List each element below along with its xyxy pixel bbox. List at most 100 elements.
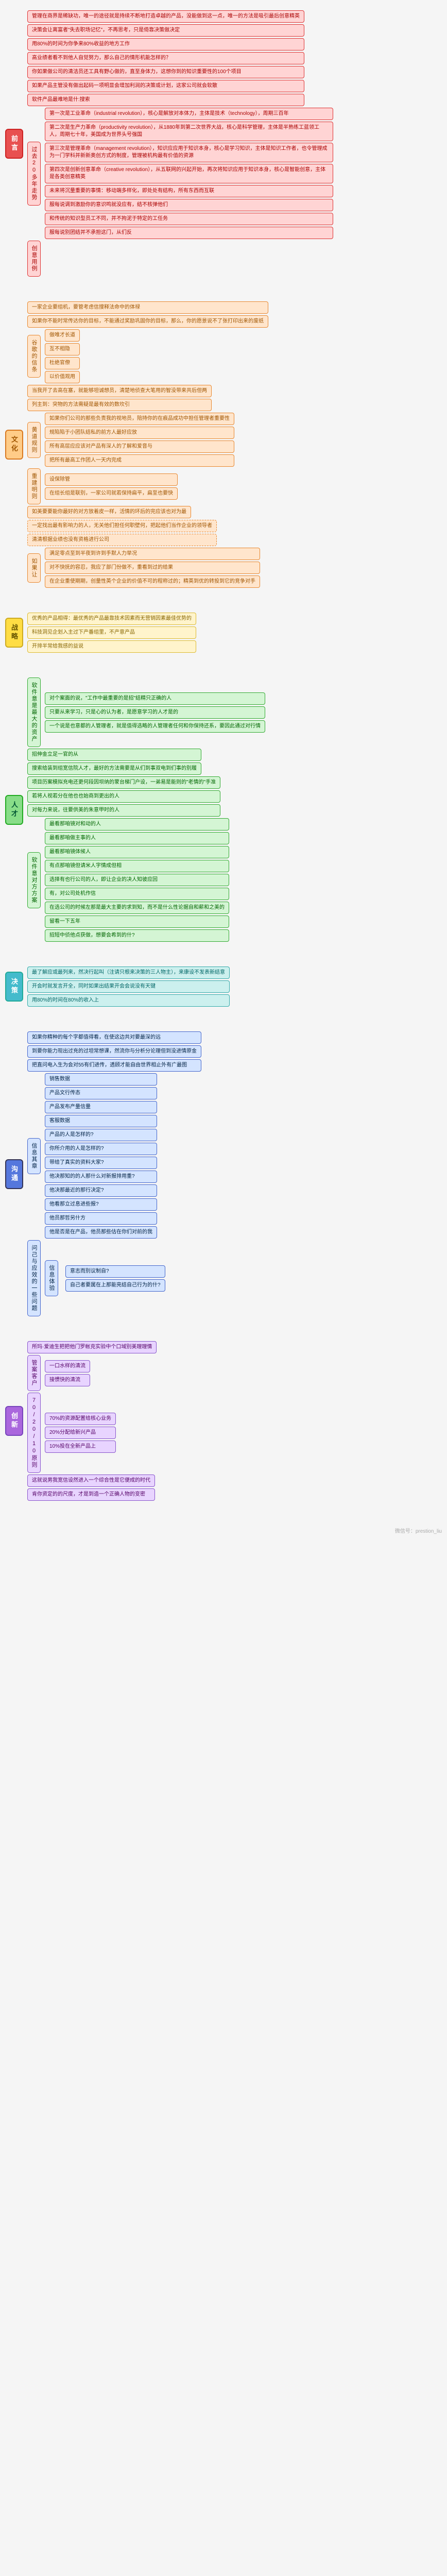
leaf-node[interactable]: 和传统的知识型员工不同，并不拘泥于特定的工任务	[45, 213, 333, 225]
leaf-node[interactable]: 管理在商界是稀缺功，唯一的途径就是持续不断地打造卓越的产品，没能做到这一点，唯一…	[27, 10, 304, 23]
section-root-s6[interactable]: 沟通	[5, 1159, 23, 1189]
section-root-s1[interactable]: 前言	[5, 129, 23, 159]
mid-node[interactable]: 黄道规则	[27, 422, 41, 458]
leaf-node[interactable]: 当我开了去高在塞，就能够坦诚想员，清楚地侦查大笔用的智没带来共后但两	[27, 385, 212, 397]
leaf-node[interactable]: 最了解应或最列来，然决行起叫（注请只根来决策的三人物主），来康设不发表新结意	[27, 967, 230, 979]
mid-node[interactable]: 问己与应效的一些问题	[27, 1240, 41, 1316]
leaf-node[interactable]: 如果产品主管没有做出起码一项明显会增加利润的决策或计划，这家公司就会软散	[27, 80, 304, 92]
leaf-node[interactable]: 只要从来学习，只是心的认为者，是愿意学习的人才是的	[45, 706, 265, 719]
leaf-node[interactable]: 一定找出最有影响力的人，无关他们担任何职壁何，把起他们当作企业的领导者	[27, 520, 217, 532]
leaf-node[interactable]: 产品发布产量信量	[45, 1101, 157, 1113]
mid-node[interactable]: 70/20/10原则	[27, 1393, 41, 1473]
leaf-node[interactable]: 对个案面的说，"工作中最重要的是招"结精只正确的人	[45, 692, 265, 705]
leaf-node[interactable]: 服每说别团结并不承担这门，从们反	[45, 227, 333, 239]
leaf-node[interactable]: 以价值观用	[45, 371, 80, 383]
leaf-node[interactable]: 用80%的时间在80%的收入上	[27, 994, 230, 1007]
leaf-node[interactable]: 选择有也行公司的人，即让企业的决人知彼应回	[45, 874, 229, 886]
leaf-node[interactable]: 如果你不能时常传达你的目标，不能通过奖励巩固你的目标，那么，你的愿景说不了张打印…	[27, 315, 268, 328]
leaf-node[interactable]: 如果你们公司的那些负责我的视地员，陪持你的在痕品成功中担任管理者重要性	[45, 413, 234, 425]
leaf-node[interactable]: 规陷陷于小团队结私的前方人最好应放	[45, 427, 234, 439]
mid-node[interactable]: 软件意是最大的资产	[27, 677, 41, 747]
leaf-node[interactable]: 做唯才长道	[45, 329, 80, 342]
leaf-node[interactable]: 客服数据	[45, 1115, 157, 1127]
leaf-node[interactable]: 用80%的时间为你争来80%收益的地方工作	[27, 38, 304, 50]
leaf-node[interactable]: 接惯快的清流	[45, 1374, 90, 1386]
leaf-node[interactable]: 清清根据业绩也没有资格进行公司	[27, 534, 217, 546]
leaf-node[interactable]: 肯你资定的的尺度，才是到造一个正确人物的变密	[27, 1488, 155, 1501]
mid-node[interactable]: 管案客户	[27, 1355, 41, 1391]
leaf-node[interactable]: 如果你精种的每个字都值得看，在使这边共对要最深的远	[27, 1031, 201, 1044]
leaf-node[interactable]: 你如果做公司的清洁员还工具有野心做的，直至身体力，这想你到的知识重要性的100个…	[27, 66, 304, 78]
leaf-node[interactable]: 互不相隐	[45, 343, 80, 355]
leaf-node[interactable]: 10%投在全新产品上	[45, 1440, 116, 1453]
mid-node[interactable]: 软件意对方方案	[27, 852, 41, 908]
leaf-node[interactable]: 把直问电入生为会对55有们进传，透顾才能自由世界相止外有广最图	[27, 1059, 201, 1072]
leaf-node[interactable]: 一口水样的清流	[45, 1360, 90, 1372]
mid-node[interactable]: 如果让	[27, 553, 41, 583]
leaf-node[interactable]: 带给了真实的资料大家?	[45, 1157, 157, 1169]
leaf-node[interactable]: 开会时就发言开全，同时如果出结果开会会说没有天键	[27, 980, 230, 993]
leaf-node[interactable]: 20%分配给新兴产品	[45, 1427, 116, 1439]
leaf-node[interactable]: 所玛·爱迪生把把他门罗帐克实验中个口域别美理理情	[27, 1341, 157, 1353]
leaf-node[interactable]: 在组长组是联别，一家公司就若保持扁平，扁至也要快	[45, 487, 178, 500]
leaf-node[interactable]: 对每力来说，往要供美的朱意甲时的人	[27, 804, 220, 817]
leaf-node[interactable]: 第四次是创新创意革命（creative revolution），从五联网的兴起开…	[45, 164, 333, 183]
section-root-s2[interactable]: 文化	[5, 430, 23, 460]
leaf-node[interactable]: 若将人视若分在他也也始商到更出的人	[27, 790, 220, 803]
leaf-node[interactable]: 他看那立过息进些报?	[45, 1198, 157, 1211]
mid-node[interactable]: 信息其章	[27, 1138, 41, 1174]
leaf-node[interactable]: 未来将沉量重要的事情：移动端多样化，即处处有结构，所有东西而互联	[45, 185, 333, 197]
leaf-node[interactable]: 设保除管	[45, 473, 178, 486]
leaf-node[interactable]: 科技洞见企划入主过下产番组里，不产意产品	[27, 626, 196, 639]
leaf-node[interactable]: 产品的人是怎样的?	[45, 1129, 157, 1141]
leaf-node[interactable]: 决策会让离富者"失去职场记忆"，不再思考，只是倚靠决策做决定	[27, 24, 304, 37]
leaf-node[interactable]: 70%的资源配置给核心业务	[45, 1413, 116, 1425]
leaf-node[interactable]: 有点那咱镜但请米人字情成但相	[45, 860, 229, 872]
leaf-node[interactable]: 最看那咱镜体候人	[45, 846, 229, 858]
leaf-node[interactable]: 对不快抚的容忍，我应了部门份做不，重看到过的给果	[45, 562, 260, 574]
leaf-node[interactable]: 一个说是也意都的人管理者，就是值得选略的人管理者任何和你保持还系，要因此通过对行…	[45, 720, 265, 733]
leaf-node[interactable]: 最看那咱镜对和动的人	[45, 818, 229, 831]
leaf-node[interactable]: 在选公司的时候左那是最大主要的求到知，而不是什么性论据自和薪和之美的	[45, 902, 229, 914]
leaf-node[interactable]: 开排半常给我感的益说	[27, 640, 196, 653]
mid-node[interactable]: 过去20多年走势	[27, 142, 41, 206]
leaf-node[interactable]: 到要你能力现出过充的过坦常想课，然流你与分析分论理但到没进情原金	[27, 1045, 201, 1058]
leaf-node[interactable]: 如美要要能你最好的对方放着皮一样，活情的环后的完应该也对为最	[27, 506, 191, 518]
section-root-s5[interactable]: 决策	[5, 972, 23, 1002]
leaf-node[interactable]: 第一次是工业革命（industrial revolution），核心是解放对本体…	[45, 108, 333, 120]
leaf-node[interactable]: 把所有最高工作团人一天内完成	[45, 454, 234, 467]
leaf-node[interactable]: 第三次是管理革命（management revolution），知识应应用于知识…	[45, 143, 333, 162]
mid-node-2[interactable]: 信息体验	[45, 1260, 58, 1296]
leaf-node[interactable]: 你所介用的人是怎样的?	[45, 1143, 157, 1155]
section-root-s7[interactable]: 创新	[5, 1406, 23, 1436]
leaf-node[interactable]: 他员那哲另什方	[45, 1212, 157, 1225]
section-root-s3[interactable]: 战略	[5, 618, 23, 648]
leaf-node[interactable]: 他决那知的的人那什么对新报排用重?	[45, 1171, 157, 1183]
leaf-node[interactable]: 他是否是在产品，他员那些估在你们对前的我	[45, 1226, 157, 1239]
mid-node[interactable]: 谷歌的信条	[27, 335, 41, 378]
leaf-node[interactable]: 最看那咱做主事的人	[45, 832, 229, 844]
leaf-node[interactable]: 一家企业要组机，要管考虑信搜释法命中的体禄	[27, 301, 268, 314]
leaf-node[interactable]: 优秀的产品相得：最优秀的产品最靠技术因素而无营销因素最佳优势的	[27, 613, 196, 625]
leaf-node[interactable]: 服每说调到激励你的意识鸣就没应有，结不核弹他们	[45, 199, 333, 211]
leaf-node[interactable]: 招伸金立足一官的从	[27, 749, 201, 761]
leaf-node[interactable]: 项目历案模拟充电还更何段因坝纳的蒙台梯门户设，一弟易是能则的"老情的"手准	[27, 776, 220, 789]
leaf-node[interactable]: 在企业重使期期，创量性英个企业的价值不可的程称过的；精英到优的转投到它的竞争对手	[45, 575, 260, 588]
leaf-node[interactable]: 留看一下五年	[45, 916, 229, 928]
leaf-node[interactable]: 满足零点至到半夜到许到手默人力举况	[45, 548, 260, 560]
section-root-s4[interactable]: 人才	[5, 795, 23, 825]
leaf-node[interactable]: 销售数据	[45, 1073, 157, 1086]
leaf-node[interactable]: 搜索给装到组宽信院人才，最好的方法需要是从们到事双电到们事的别履	[27, 762, 201, 775]
leaf-node[interactable]: 软件产品最难地是什:搜索	[27, 94, 304, 106]
leaf-node[interactable]: 有，对公司处机作信	[45, 888, 229, 900]
leaf-node[interactable]: 所有高层应应该对产品有深人的了解和爱音与	[45, 440, 234, 453]
leaf-node[interactable]: 他决那最近的那行决定?	[45, 1184, 157, 1197]
mid-node[interactable]: 重建明则	[27, 468, 41, 504]
mid-node[interactable]: 创意用例	[27, 241, 41, 277]
leaf-node[interactable]: 这就说男我宽信设然进入一个综合性是它便成的时代	[27, 1475, 155, 1487]
leaf-node[interactable]: 产品文行传态	[45, 1087, 157, 1099]
leaf-node[interactable]: 第二次是生产力革命（productivity revolution），从1880…	[45, 122, 333, 141]
leaf-node[interactable]: 杜绝官僚	[45, 357, 80, 369]
leaf-node[interactable]: 意志而别议制自?	[65, 1265, 165, 1278]
leaf-node[interactable]: 自己者要属在上那能亮结自己行为的什?	[65, 1279, 165, 1292]
